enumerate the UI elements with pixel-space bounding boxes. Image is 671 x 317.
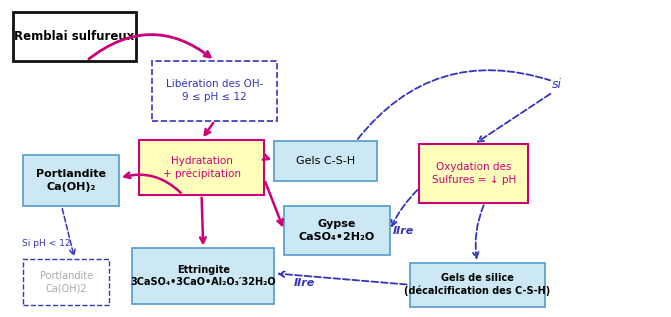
- Text: Ettringite
3CaSO₄•3CaO•Al₂O₃′32H₂O: Ettringite 3CaSO₄•3CaO•Al₂O₃′32H₂O: [130, 265, 276, 287]
- Text: Hydratation
+ précipitation: Hydratation + précipitation: [162, 156, 241, 179]
- Text: IIre: IIre: [294, 278, 315, 288]
- FancyBboxPatch shape: [139, 139, 264, 195]
- FancyBboxPatch shape: [13, 12, 136, 61]
- FancyBboxPatch shape: [23, 260, 109, 305]
- Text: Si pH < 12: Si pH < 12: [22, 239, 70, 248]
- Text: Oxydation des
Sulfures = ↓ pH: Oxydation des Sulfures = ↓ pH: [431, 162, 516, 185]
- Text: IIre: IIre: [393, 226, 414, 236]
- FancyBboxPatch shape: [409, 263, 545, 307]
- Text: Portlandite
Ca(OH)₂: Portlandite Ca(OH)₂: [36, 169, 106, 192]
- FancyBboxPatch shape: [23, 155, 119, 206]
- Text: Libération des OH-
9 ≤ pH ≤ 12: Libération des OH- 9 ≤ pH ≤ 12: [166, 80, 264, 102]
- FancyBboxPatch shape: [274, 141, 376, 181]
- FancyBboxPatch shape: [419, 144, 528, 203]
- FancyBboxPatch shape: [132, 249, 274, 304]
- Text: Gels de silice
(décalcification des C-S-H): Gels de silice (décalcification des C-S-…: [404, 273, 550, 296]
- Text: si: si: [552, 78, 562, 91]
- Text: Gypse
CaSO₄•2H₂O: Gypse CaSO₄•2H₂O: [299, 219, 375, 242]
- FancyBboxPatch shape: [152, 61, 278, 121]
- Text: Remblai sulfureux: Remblai sulfureux: [14, 30, 135, 43]
- Text: Portlandite
Ca(OH)2: Portlandite Ca(OH)2: [40, 271, 93, 294]
- FancyBboxPatch shape: [284, 206, 390, 255]
- Text: Gels C-S-H: Gels C-S-H: [296, 156, 355, 166]
